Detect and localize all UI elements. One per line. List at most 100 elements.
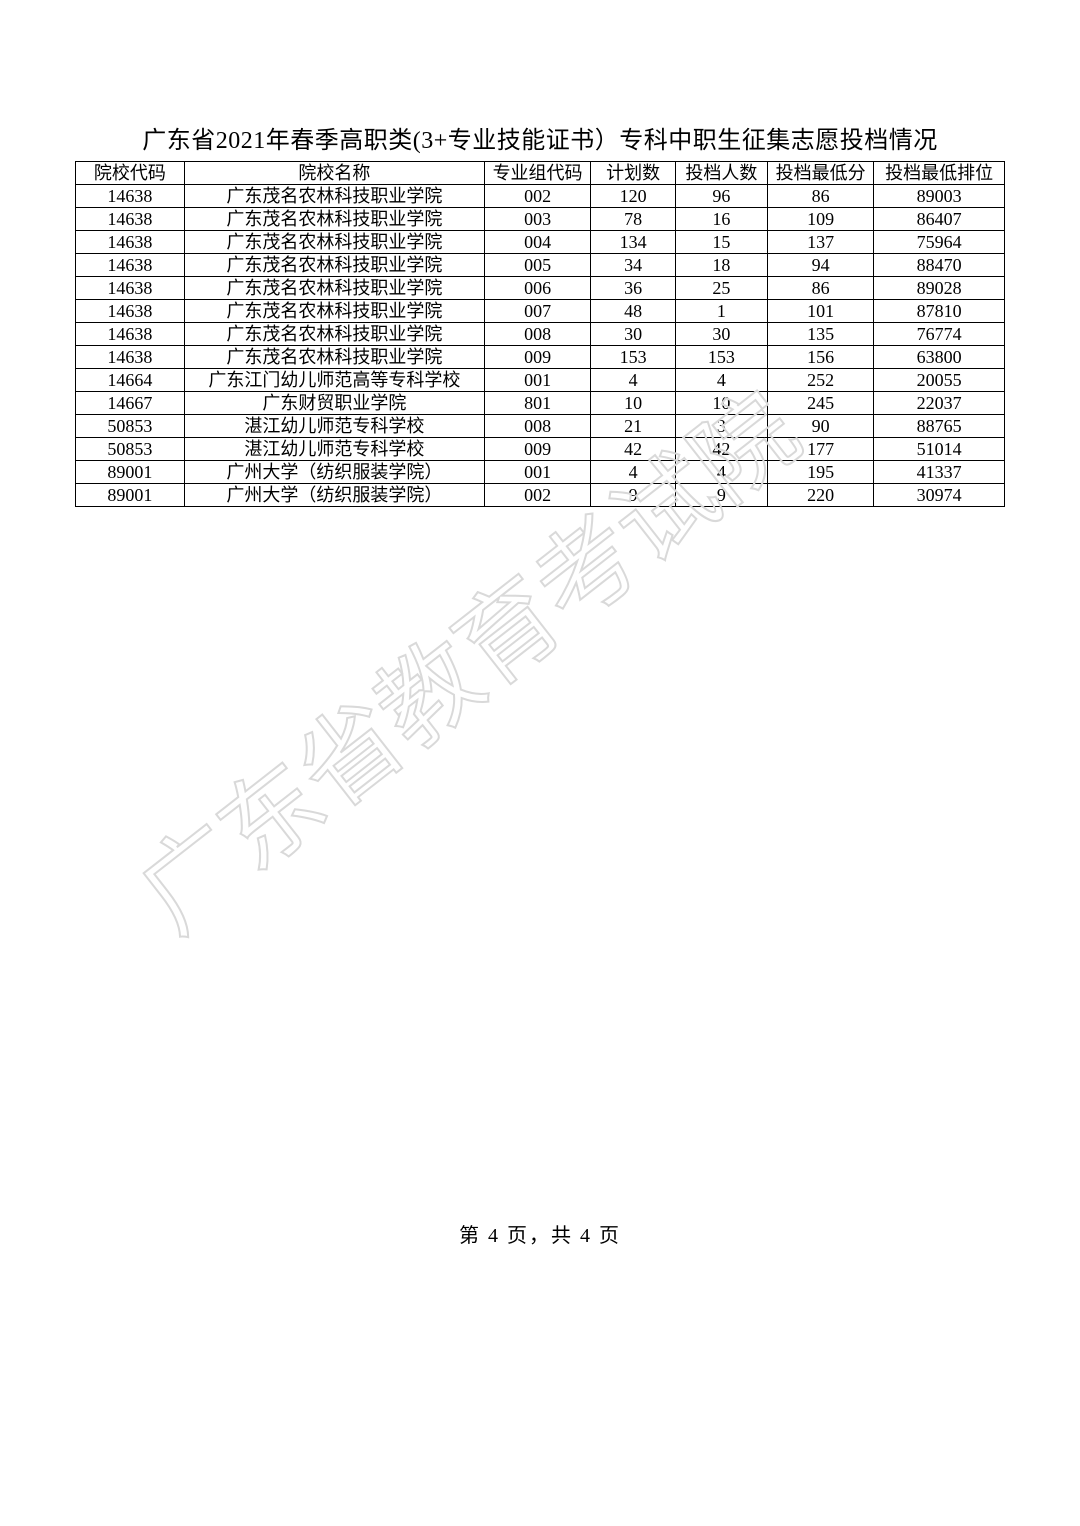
table-cell: 广东茂名农林科技职业学院 bbox=[184, 231, 484, 254]
col-header-school-name: 院校名称 bbox=[184, 162, 484, 185]
table-cell: 14667 bbox=[76, 392, 185, 415]
table-cell: 134 bbox=[591, 231, 676, 254]
table-cell: 20055 bbox=[874, 369, 1005, 392]
table-cell: 广东茂名农林科技职业学院 bbox=[184, 346, 484, 369]
table-cell: 广东茂名农林科技职业学院 bbox=[184, 208, 484, 231]
table-cell: 4 bbox=[591, 369, 676, 392]
table-cell: 252 bbox=[767, 369, 873, 392]
table-cell: 245 bbox=[767, 392, 873, 415]
table-cell: 36 bbox=[591, 277, 676, 300]
col-header-plan-count: 计划数 bbox=[591, 162, 676, 185]
page: 广东省2021年春季高职类(3+专业技能证书）专科中职生征集志愿投档情况 院校代… bbox=[0, 0, 1080, 1526]
table-cell: 14638 bbox=[76, 231, 185, 254]
table-cell: 195 bbox=[767, 461, 873, 484]
table-cell: 16 bbox=[675, 208, 767, 231]
table-cell: 96 bbox=[675, 185, 767, 208]
table-cell: 75964 bbox=[874, 231, 1005, 254]
table-cell: 14638 bbox=[76, 208, 185, 231]
col-header-admit-count: 投档人数 bbox=[675, 162, 767, 185]
table-row: 14638广东茂名农林科技职业学院008303013576774 bbox=[76, 323, 1005, 346]
table-row: 89001广州大学（纺织服装学院）0014419541337 bbox=[76, 461, 1005, 484]
table-cell: 4 bbox=[675, 461, 767, 484]
table-cell: 001 bbox=[484, 369, 590, 392]
table-cell: 30 bbox=[591, 323, 676, 346]
table-cell: 50853 bbox=[76, 438, 185, 461]
table-cell: 广东财贸职业学院 bbox=[184, 392, 484, 415]
table-cell: 002 bbox=[484, 484, 590, 507]
table-cell: 88765 bbox=[874, 415, 1005, 438]
col-header-min-score: 投档最低分 bbox=[767, 162, 873, 185]
table-cell: 001 bbox=[484, 461, 590, 484]
table-row: 50853湛江幼儿师范专科学校009424217751014 bbox=[76, 438, 1005, 461]
table-cell: 101 bbox=[767, 300, 873, 323]
table-row: 14664广东江门幼儿师范高等专科学校0014425220055 bbox=[76, 369, 1005, 392]
table-cell: 156 bbox=[767, 346, 873, 369]
table-cell: 22037 bbox=[874, 392, 1005, 415]
table-cell: 1 bbox=[675, 300, 767, 323]
table-cell: 94 bbox=[767, 254, 873, 277]
table-cell: 86 bbox=[767, 277, 873, 300]
table-cell: 76774 bbox=[874, 323, 1005, 346]
table-cell: 008 bbox=[484, 415, 590, 438]
table-header-row: 院校代码 院校名称 专业组代码 计划数 投档人数 投档最低分 投档最低排位 bbox=[76, 162, 1005, 185]
table-cell: 34 bbox=[591, 254, 676, 277]
table-cell: 005 bbox=[484, 254, 590, 277]
table-row: 14638广东茂名农林科技职业学院003781610986407 bbox=[76, 208, 1005, 231]
table-cell: 003 bbox=[484, 208, 590, 231]
table-cell: 009 bbox=[484, 438, 590, 461]
table-cell: 广东茂名农林科技职业学院 bbox=[184, 300, 484, 323]
table-cell: 4 bbox=[591, 461, 676, 484]
table-cell: 006 bbox=[484, 277, 590, 300]
table-cell: 湛江幼儿师范专科学校 bbox=[184, 415, 484, 438]
table-cell: 21 bbox=[591, 415, 676, 438]
table-cell: 15 bbox=[675, 231, 767, 254]
col-header-major-group: 专业组代码 bbox=[484, 162, 590, 185]
table-cell: 88470 bbox=[874, 254, 1005, 277]
table-cell: 89003 bbox=[874, 185, 1005, 208]
table-cell: 87810 bbox=[874, 300, 1005, 323]
table-cell: 63800 bbox=[874, 346, 1005, 369]
table-cell: 86 bbox=[767, 185, 873, 208]
table-cell: 004 bbox=[484, 231, 590, 254]
table-cell: 广东茂名农林科技职业学院 bbox=[184, 323, 484, 346]
table-cell: 89001 bbox=[76, 484, 185, 507]
table-cell: 广东茂名农林科技职业学院 bbox=[184, 277, 484, 300]
table-cell: 18 bbox=[675, 254, 767, 277]
table-cell: 14664 bbox=[76, 369, 185, 392]
table-body: 14638广东茂名农林科技职业学院00212096868900314638广东茂… bbox=[76, 185, 1005, 507]
table-cell: 广州大学（纺织服装学院） bbox=[184, 461, 484, 484]
table-cell: 153 bbox=[591, 346, 676, 369]
table-cell: 14638 bbox=[76, 346, 185, 369]
table-cell: 广州大学（纺织服装学院） bbox=[184, 484, 484, 507]
table-cell: 48 bbox=[591, 300, 676, 323]
table-cell: 湛江幼儿师范专科学校 bbox=[184, 438, 484, 461]
table-row: 14638广东茂名农林科技职业学院0041341513775964 bbox=[76, 231, 1005, 254]
table-cell: 广东茂名农林科技职业学院 bbox=[184, 185, 484, 208]
table-cell: 89028 bbox=[874, 277, 1005, 300]
table-cell: 90 bbox=[767, 415, 873, 438]
table-row: 50853湛江幼儿师范专科学校0082139088765 bbox=[76, 415, 1005, 438]
table-cell: 41337 bbox=[874, 461, 1005, 484]
table-row: 89001广州大学（纺织服装学院）0029922030974 bbox=[76, 484, 1005, 507]
table-cell: 42 bbox=[675, 438, 767, 461]
col-header-school-code: 院校代码 bbox=[76, 162, 185, 185]
table-cell: 51014 bbox=[874, 438, 1005, 461]
table-cell: 89001 bbox=[76, 461, 185, 484]
table-cell: 14638 bbox=[76, 300, 185, 323]
table-cell: 109 bbox=[767, 208, 873, 231]
table-cell: 120 bbox=[591, 185, 676, 208]
table-row: 14638广东茂名农林科技职业学院00534189488470 bbox=[76, 254, 1005, 277]
page-title: 广东省2021年春季高职类(3+专业技能证书）专科中职生征集志愿投档情况 bbox=[75, 120, 1005, 155]
table-cell: 137 bbox=[767, 231, 873, 254]
table-cell: 30 bbox=[675, 323, 767, 346]
admissions-table: 院校代码 院校名称 专业组代码 计划数 投档人数 投档最低分 投档最低排位 14… bbox=[75, 161, 1005, 507]
table-row: 14638广东茂名农林科技职业学院00915315315663800 bbox=[76, 346, 1005, 369]
table-cell: 220 bbox=[767, 484, 873, 507]
table-cell: 78 bbox=[591, 208, 676, 231]
table-cell: 10 bbox=[591, 392, 676, 415]
page-footer: 第 4 页，共 4 页 bbox=[0, 1219, 1080, 1248]
table-cell: 007 bbox=[484, 300, 590, 323]
table-cell: 42 bbox=[591, 438, 676, 461]
table-cell: 30974 bbox=[874, 484, 1005, 507]
table-cell: 3 bbox=[675, 415, 767, 438]
